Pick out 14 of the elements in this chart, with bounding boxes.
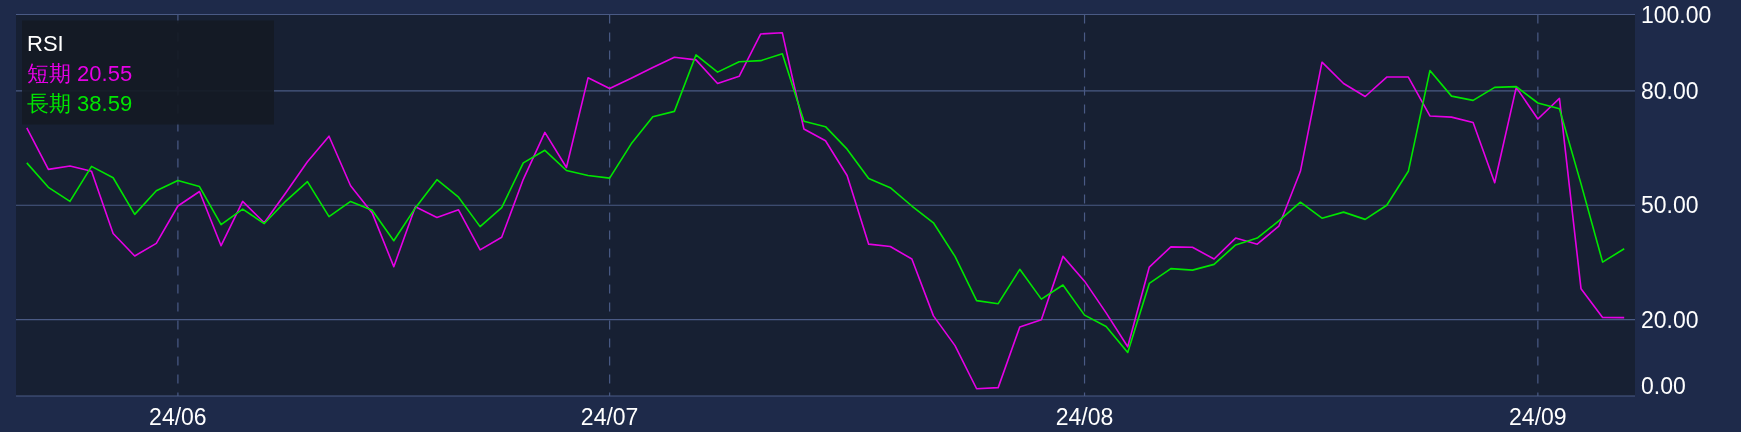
x-tick-label: 24/09	[1509, 404, 1567, 430]
y-tick-label: 100.00	[1641, 1, 1712, 28]
x-tick-label: 24/06	[149, 404, 207, 430]
line-series	[25, 52, 1626, 354]
y-tick-label: 20.00	[1641, 306, 1699, 333]
x-tick-label: 24/07	[580, 404, 639, 430]
series-label: 短期 20.55	[27, 60, 133, 86]
y-tick-label: 80.00	[1641, 77, 1699, 104]
y-tick-label: 50.00	[1641, 192, 1699, 219]
y-tick-label: 0.00	[1641, 373, 1686, 399]
text: 長期 38.59	[27, 90, 133, 116]
x-tick-label: 24/08	[1055, 404, 1114, 430]
legend-title: RSI	[27, 30, 64, 56]
line-series	[25, 32, 1626, 390]
